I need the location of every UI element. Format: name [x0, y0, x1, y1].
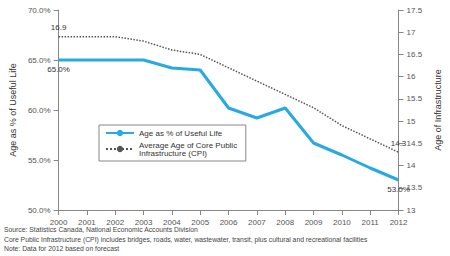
svg-text:2004: 2004	[163, 218, 181, 227]
svg-text:14: 14	[407, 161, 416, 170]
svg-text:Core Public Infrastructure (CP: Core Public Infrastructure (CPI) include…	[4, 236, 368, 244]
svg-text:Note: Data for 2012 based on f: Note: Data for 2012 based on forecast	[4, 245, 119, 252]
svg-text:2000: 2000	[50, 218, 68, 227]
svg-text:2003: 2003	[135, 218, 153, 227]
svg-text:Age as % of Useful Life: Age as % of Useful Life	[8, 63, 18, 157]
svg-text:Infrastructure (CPI): Infrastructure (CPI)	[139, 149, 207, 158]
svg-text:70.0%: 70.0%	[28, 6, 51, 15]
svg-text:50.0%: 50.0%	[28, 206, 51, 215]
svg-text:17.5: 17.5	[407, 6, 423, 15]
svg-text:2010: 2010	[333, 218, 351, 227]
svg-text:2005: 2005	[191, 218, 209, 227]
svg-text:15.5: 15.5	[407, 94, 423, 103]
svg-text:2006: 2006	[220, 218, 238, 227]
svg-text:17: 17	[407, 28, 416, 37]
svg-text:2001: 2001	[78, 218, 96, 227]
svg-text:16: 16	[407, 72, 416, 81]
svg-text:Source: Statistics Canada, Nat: Source: Statistics Canada, National Econ…	[4, 226, 198, 233]
svg-text:65.0%: 65.0%	[47, 65, 70, 74]
svg-text:15: 15	[407, 117, 416, 126]
svg-text:2002: 2002	[106, 218, 124, 227]
svg-text:16.9: 16.9	[51, 23, 67, 32]
svg-text:Age as % of Useful Life: Age as % of Useful Life	[139, 129, 223, 138]
svg-text:2011: 2011	[362, 218, 380, 227]
svg-text:16.5: 16.5	[407, 50, 423, 59]
svg-text:14.5: 14.5	[407, 139, 423, 148]
svg-text:Age of Infrastructure: Age of Infrastructure	[433, 69, 443, 151]
svg-text:14.3: 14.3	[391, 139, 407, 148]
svg-text:13: 13	[407, 206, 416, 215]
svg-text:53.0%: 53.0%	[387, 185, 410, 194]
svg-text:13.5: 13.5	[406, 183, 423, 193]
svg-text:2009: 2009	[305, 218, 323, 227]
svg-text:Average Age of Core Public: Average Age of Core Public	[139, 140, 240, 150]
svg-text:55.0%: 55.0%	[28, 156, 51, 165]
svg-text:65.0%: 65.0%	[28, 56, 51, 65]
svg-text:2007: 2007	[248, 218, 266, 227]
svg-text:2012: 2012	[390, 218, 408, 227]
svg-text:2008: 2008	[276, 218, 294, 227]
svg-text:60.0%: 60.0%	[28, 106, 51, 115]
